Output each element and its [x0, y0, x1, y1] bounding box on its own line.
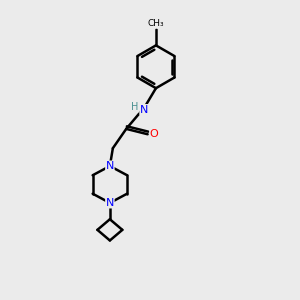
Text: N: N [106, 161, 114, 171]
Text: N: N [140, 105, 148, 115]
Text: H: H [130, 103, 138, 112]
Text: O: O [150, 129, 158, 139]
Text: N: N [106, 198, 114, 208]
Text: CH₃: CH₃ [148, 19, 164, 28]
